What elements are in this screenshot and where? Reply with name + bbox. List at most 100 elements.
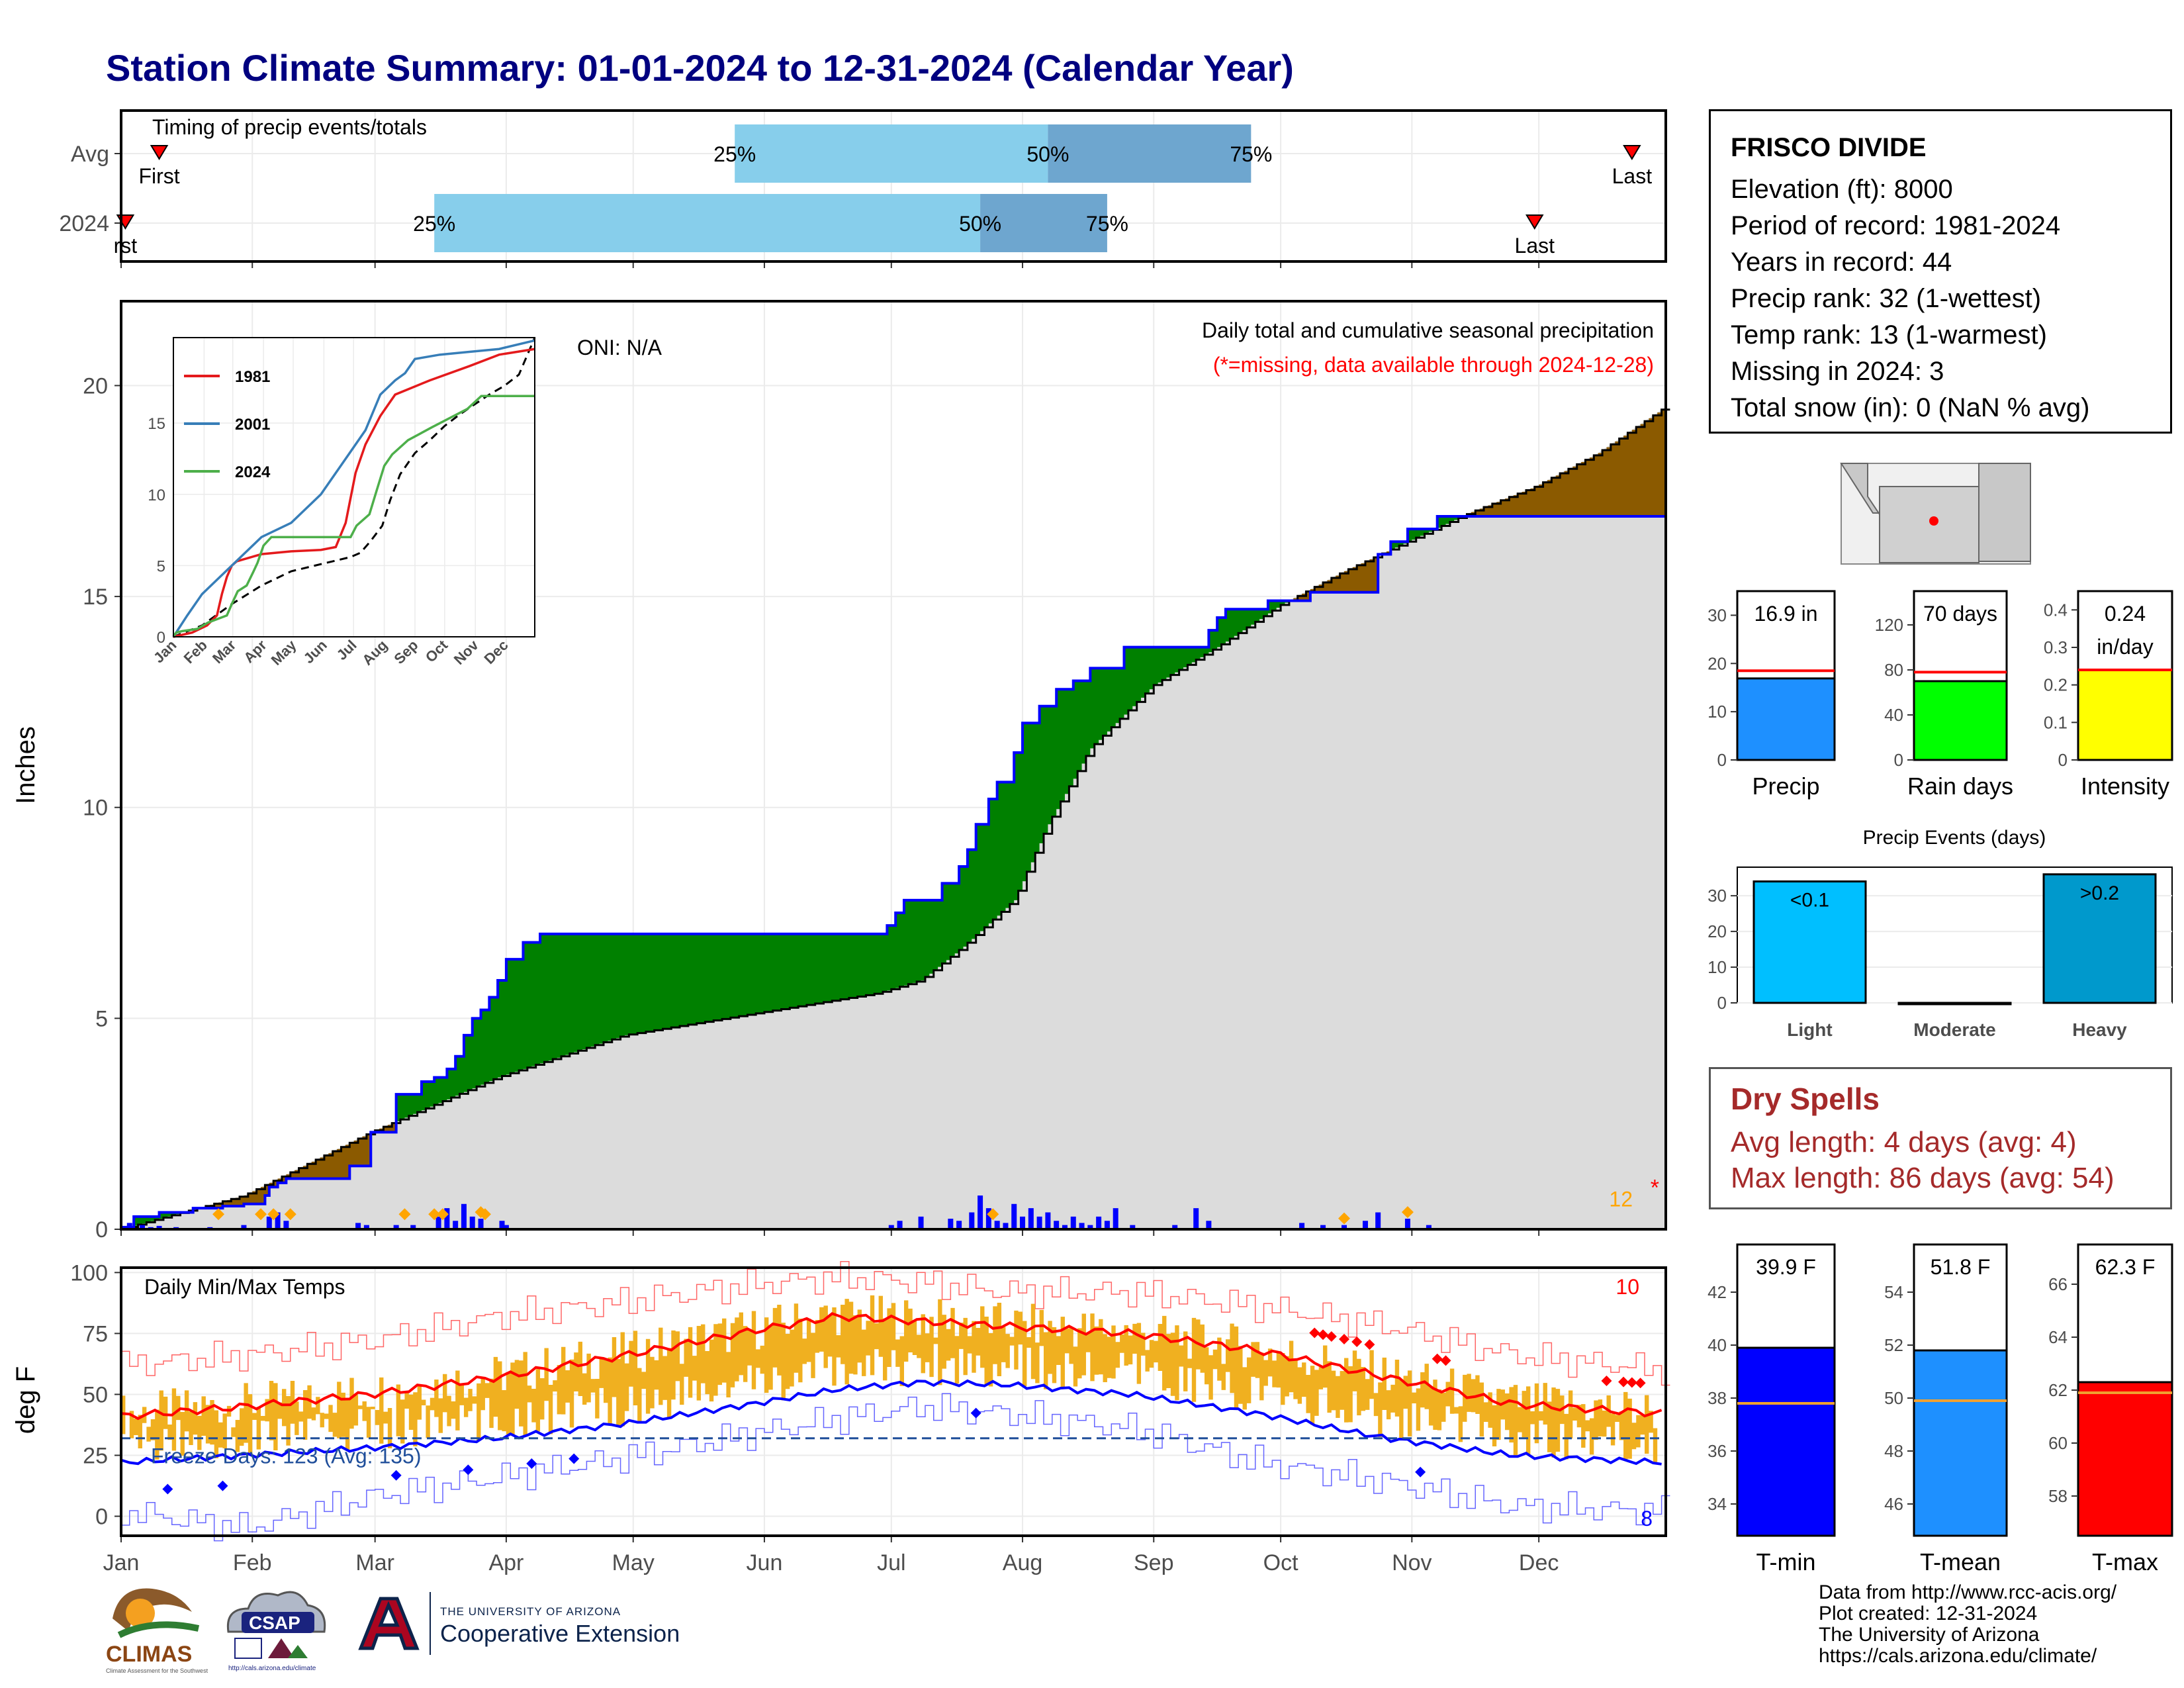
precip-daily-bar <box>1375 1212 1381 1229</box>
temp-summary-label-1: T-mean <box>1920 1548 2001 1575</box>
precip-events-bar-label-0: <0.1 <box>1790 890 1829 912</box>
precip-summary-ytick-0-2: 20 <box>1707 653 1727 673</box>
temp-summary-ytick-0-1: 36 <box>1707 1441 1727 1461</box>
station-line-precip-rank: Precip rank: 32 (1-wettest) <box>1731 284 2042 313</box>
precip-daily-bar <box>435 1216 441 1229</box>
precip-daily-bar <box>156 1225 162 1229</box>
inset-series-line-1981 <box>173 348 535 638</box>
temp-summary-ytick-1-4: 54 <box>1884 1282 1903 1302</box>
precip-daily-bar <box>410 1225 416 1229</box>
precip-daily-bar <box>139 1225 145 1229</box>
temp-record-high-marker <box>1626 1377 1637 1388</box>
temp-xtick-jun: Jun <box>747 1550 783 1575</box>
precip-events-bar-label-2: >0.2 <box>2080 882 2119 904</box>
dry-spells-box: Dry Spells Avg length: 4 days (avg: 4) M… <box>1709 1067 2172 1209</box>
timing-title: Timing of precip events/totals <box>152 115 427 139</box>
temp-summary-panel-1: 46 48 50 52 54 51.8 F T-mean <box>1884 1243 2008 1575</box>
temp-summary-label-2: T-max <box>2092 1548 2158 1575</box>
temp-record-low-count: 8 <box>1641 1507 1653 1530</box>
temp-record-high-marker <box>1618 1376 1629 1387</box>
precip-daily-bar <box>918 1216 924 1229</box>
precip-daily-bar <box>1320 1225 1326 1229</box>
precip-summary-value-text2-2: in/day <box>2097 635 2153 659</box>
timing-label-q50-1: 50% <box>959 212 1001 236</box>
precip-ytick-1: 5 <box>95 1006 108 1031</box>
temp-panel: 0 25 50 75 100 Jan Feb Mar Apr May Jun Jul Aug Sep Oct… <box>11 1260 1670 1575</box>
timing-bar-q50-q75-1 <box>980 194 1107 252</box>
precip-events-bar-moderate <box>1897 1002 2012 1006</box>
temp-summary-ytick-1-3: 52 <box>1884 1335 1903 1355</box>
precip-daily-bar <box>1036 1216 1042 1229</box>
precip-summary-ytick-2-4: 0.4 <box>2044 600 2068 620</box>
precip-events-ytick-0: 0 <box>1717 993 1727 1013</box>
precip-summary-bar-2 <box>2077 669 2173 761</box>
timing-frame <box>120 109 1667 263</box>
precip-extreme-marker <box>1338 1212 1351 1225</box>
precip-summary-ytick-2-3: 0.3 <box>2044 637 2068 657</box>
precip-ytick-3: 15 <box>83 585 108 610</box>
temp-xtick-apr: Apr <box>488 1550 523 1575</box>
temp-record-low-marker <box>569 1453 580 1464</box>
temp-record-low-marker <box>390 1470 402 1481</box>
temp-ytick-4: 100 <box>70 1260 108 1286</box>
temp-summary-ytick-1-0: 46 <box>1884 1494 1903 1514</box>
precip-daily-bar <box>363 1225 369 1229</box>
precip-daily-bar <box>994 1221 1000 1229</box>
temp-ytick-3: 75 <box>83 1321 108 1346</box>
credit-university: The University of Arizona <box>1819 1624 2040 1646</box>
precip-extreme-marker <box>398 1208 411 1221</box>
temp-record-high-marker <box>1364 1339 1375 1350</box>
precip-summary-ytick-2-0: 0 <box>2058 750 2068 770</box>
precip-summary-bar-0 <box>1736 677 1836 761</box>
precip-daily-bar <box>266 1216 272 1229</box>
temp-xtick-sep: Sep <box>1134 1550 1174 1575</box>
precip-observed-line <box>121 515 1666 1229</box>
precip-daily-bar <box>1104 1221 1110 1229</box>
precip-daily-bar <box>1045 1212 1051 1229</box>
precip-daily-bar <box>469 1216 475 1229</box>
ua-line1: THE UNIVERSITY OF ARIZONA <box>440 1605 621 1618</box>
temp-summary-ytick-1-2: 50 <box>1884 1388 1903 1408</box>
precip-daily-bar <box>444 1208 450 1229</box>
precip-extreme-marker <box>436 1208 449 1221</box>
temp-tmax-average-line <box>120 1312 1662 1421</box>
precip-missing-marker: * <box>1651 1175 1659 1200</box>
timing-last-label-0: Last <box>1612 164 1653 188</box>
inset-series-line-2001 <box>172 339 535 637</box>
precip-summary-value-text-1: 70 days <box>1923 602 1997 626</box>
station-line-elevation: Elevation (ft): 8000 <box>1731 175 1953 204</box>
temp-summary-label-0: T-min <box>1756 1548 1816 1575</box>
temp-frame <box>120 1266 1667 1537</box>
temp-xtick-jan: Jan <box>103 1550 140 1575</box>
precip-extreme-marker <box>212 1208 225 1221</box>
inset-ytick-0: 0 <box>157 629 165 647</box>
precip-summary-label-1: Rain days <box>1907 773 2013 800</box>
temp-ylabel: deg F <box>11 1366 40 1434</box>
locator-map-arizona <box>1879 486 1979 563</box>
temp-tmin-average-line <box>120 1379 1662 1466</box>
precip-average-line <box>121 408 1670 1231</box>
precip-daily-bar <box>1342 1225 1347 1229</box>
temp-summary-bar-2 <box>2077 1381 2173 1537</box>
precip-daily-bar <box>897 1221 903 1229</box>
station-line-period: Period of record: 1981-2024 <box>1731 211 2061 240</box>
precip-daily-bar <box>1062 1225 1068 1229</box>
station-line-years: Years in record: 44 <box>1731 248 1952 277</box>
timing-first-label-0: First <box>138 164 179 188</box>
precip-daily-bar <box>1028 1208 1034 1229</box>
timing-last-marker-0 <box>1623 145 1641 160</box>
precip-daily-bar <box>126 1223 132 1229</box>
station-line-snow: Total snow (in): 0 (NaN % avg) <box>1731 393 2090 422</box>
temp-summary-ytick-0-2: 38 <box>1707 1388 1727 1408</box>
precip-climatology-area <box>121 406 1666 1230</box>
precip-summary-ytick-1-1: 40 <box>1884 705 1903 725</box>
temp-xtick-feb: Feb <box>233 1550 272 1575</box>
precip-subtitle: Daily total and cumulative seasonal prec… <box>1202 318 1654 342</box>
inset-average-line <box>173 337 536 638</box>
precip-extreme-marker <box>1401 1206 1414 1219</box>
precip-daily-bar <box>283 1221 289 1229</box>
inset-legend-label-2001: 2001 <box>235 416 270 434</box>
temp-summary-ytick-1-1: 48 <box>1884 1441 1903 1461</box>
temp-summary-value-text-0: 39.9 F <box>1756 1255 1816 1279</box>
